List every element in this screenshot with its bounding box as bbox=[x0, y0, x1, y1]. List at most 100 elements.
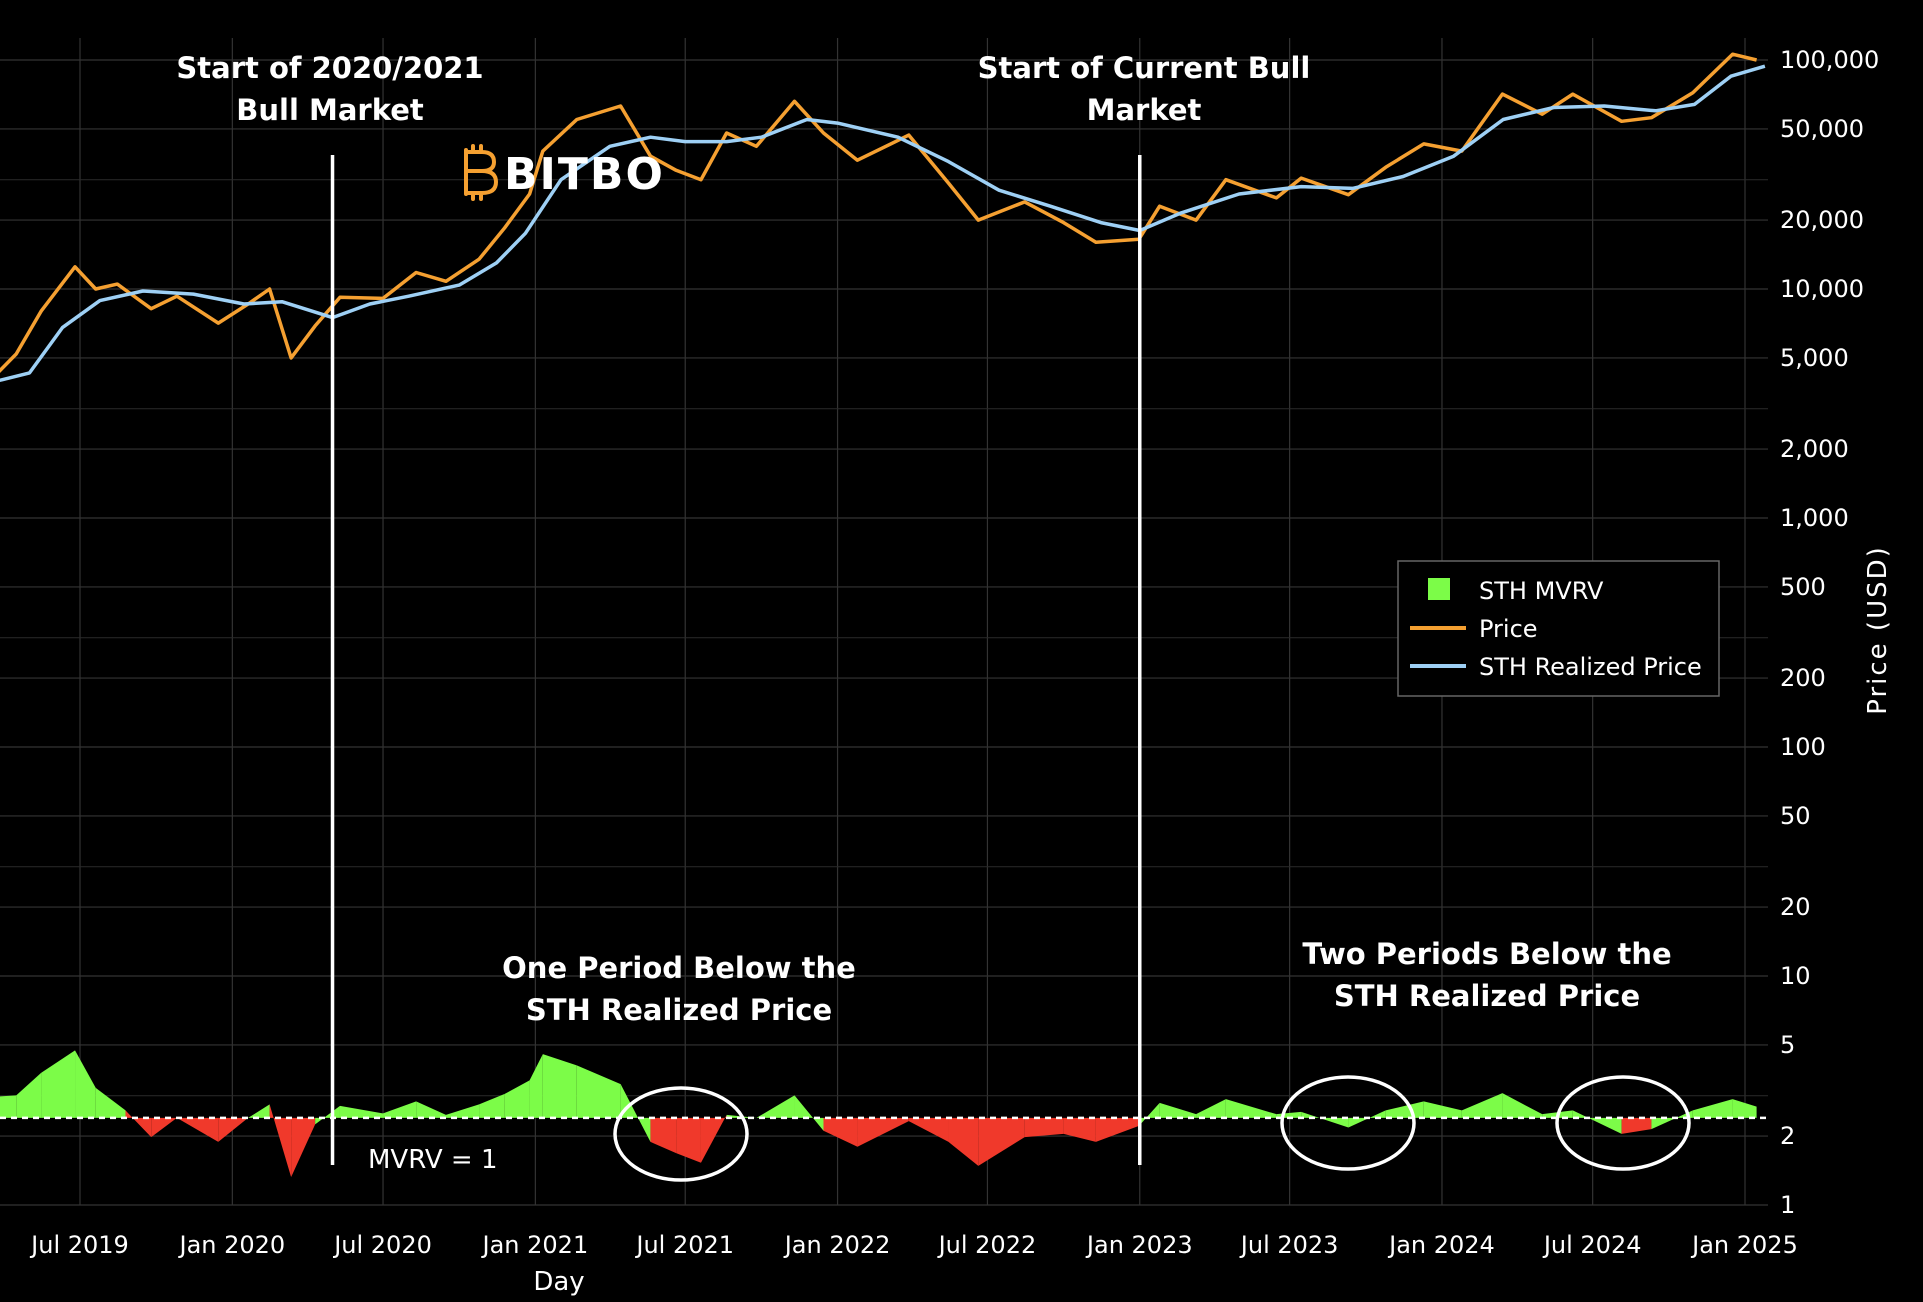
sth-mvrv-area bbox=[1159, 1102, 1197, 1118]
sth-mvrv-area bbox=[529, 1054, 543, 1118]
highlight-circle-2023 bbox=[1280, 1075, 1416, 1171]
sth-mvrv-area bbox=[1651, 1110, 1693, 1130]
sth-mvrv-area bbox=[1138, 1102, 1160, 1126]
sth-mvrv-area bbox=[1502, 1093, 1543, 1118]
sth-mvrv-area bbox=[176, 1117, 219, 1142]
x-tick-label: Jan 2021 bbox=[481, 1231, 589, 1259]
sth-mvrv-area bbox=[269, 1104, 292, 1178]
sth-mvrv-area bbox=[794, 1095, 824, 1131]
legend-swatch-sth-mvrv bbox=[1428, 578, 1450, 600]
sth-mvrv-area bbox=[1572, 1110, 1622, 1134]
sth-mvrv-area bbox=[479, 1093, 505, 1118]
bull-market-markers bbox=[330, 155, 1142, 1165]
legend-label-price: Price bbox=[1479, 615, 1538, 643]
x-tick-label: Jan 2025 bbox=[1690, 1231, 1798, 1259]
sth-mvrv-area bbox=[1095, 1117, 1139, 1142]
y-tick-label: 50 bbox=[1780, 802, 1811, 830]
sth-mvrv-area bbox=[948, 1117, 979, 1166]
y-tick-label: 500 bbox=[1780, 573, 1826, 601]
x-tick-label: Jul 2023 bbox=[1239, 1231, 1339, 1259]
sth-mvrv-area bbox=[125, 1110, 152, 1138]
sth-mvrv-area bbox=[756, 1095, 795, 1118]
sth-mvrv-area bbox=[315, 1105, 340, 1125]
annotation-one-period-line1: One Period Below the bbox=[502, 951, 856, 985]
annotation-bull-current-line2: Market bbox=[1087, 93, 1202, 127]
mvrv-equals-one-label: MVRV = 1 bbox=[368, 1145, 498, 1175]
y-tick-label: 10 bbox=[1780, 962, 1811, 990]
sth-mvrv-area bbox=[75, 1050, 96, 1118]
y-axis-title: Price (USD) bbox=[1863, 545, 1893, 715]
y-tick-label: 20,000 bbox=[1780, 206, 1864, 234]
y-tick-label: 20 bbox=[1780, 893, 1811, 921]
sth-mvrv-area bbox=[1461, 1093, 1503, 1118]
legend-label-sth-realized-price: STH Realized Price bbox=[1479, 653, 1702, 681]
sth-mvrv-area bbox=[16, 1072, 42, 1118]
sth-mvrv-area bbox=[504, 1080, 530, 1118]
legend-label-sth-mvrv: STH MVRV bbox=[1479, 577, 1604, 605]
sth-mvrv-area bbox=[1301, 1111, 1349, 1128]
y-tick-label: 1 bbox=[1780, 1191, 1795, 1219]
sth-mvrv-area bbox=[95, 1087, 126, 1118]
x-axis-title: Day bbox=[533, 1267, 584, 1297]
sth-mvrv-area bbox=[248, 1104, 270, 1118]
x-tick-label: Jan 2022 bbox=[783, 1231, 891, 1259]
sth-mvrv-area bbox=[908, 1117, 949, 1142]
x-tick-label: Jul 2022 bbox=[937, 1231, 1037, 1259]
highlight-circle-2024 bbox=[1555, 1075, 1691, 1171]
sth-mvrv-area bbox=[1196, 1099, 1226, 1118]
y-tick-label: 2,000 bbox=[1780, 435, 1849, 463]
highlight-circle-2021 bbox=[613, 1086, 749, 1182]
sth-mvrv-area bbox=[1732, 1099, 1757, 1118]
sth-mvrv-area bbox=[1348, 1110, 1386, 1128]
logo-text: BITBO bbox=[504, 149, 665, 200]
axes: Jul 2019 Jan 2020 Jul 2020 Jan 2021 Jul 2021… bbox=[29, 46, 1879, 1259]
sth-mvrv-area bbox=[857, 1117, 909, 1147]
x-tick-label: Jul 2024 bbox=[1542, 1231, 1642, 1259]
sth-mvrv-area bbox=[291, 1117, 316, 1178]
sth-mvrv-area bbox=[650, 1117, 677, 1154]
sth-mvrv-area bbox=[416, 1101, 446, 1118]
x-tick-label: Jul 2019 bbox=[29, 1231, 129, 1259]
sth-mvrv-area bbox=[620, 1084, 651, 1142]
sth-mvrv-area bbox=[383, 1101, 417, 1118]
sth-mvrv-area bbox=[151, 1117, 177, 1138]
annotation-two-periods-line2: STH Realized Price bbox=[1334, 979, 1640, 1013]
y-tick-label: 100 bbox=[1780, 733, 1826, 761]
sth-mvrv-area bbox=[1385, 1101, 1424, 1118]
x-tick-label: Jan 2023 bbox=[1085, 1231, 1193, 1259]
sth-mvrv-area bbox=[0, 1095, 17, 1118]
sth-mvrv-area bbox=[1225, 1099, 1277, 1118]
y-tick-label: 2 bbox=[1780, 1122, 1795, 1150]
annotation-bull-2020-line1: Start of 2020/2021 bbox=[176, 51, 483, 85]
y-tick-label: 100,000 bbox=[1780, 46, 1879, 74]
sth-mvrv-area bbox=[339, 1105, 384, 1118]
sth-mvrv-area bbox=[1063, 1117, 1096, 1142]
sth-mvrv-area bbox=[1621, 1117, 1652, 1134]
line-series bbox=[0, 52, 1766, 383]
sth-mvrv-area bbox=[823, 1117, 858, 1147]
y-tick-label: 10,000 bbox=[1780, 275, 1864, 303]
bitbo-logo: BITBO bbox=[464, 144, 665, 201]
sth-mvrv-area bbox=[676, 1117, 701, 1163]
sth-realized-price-line bbox=[0, 64, 1766, 383]
y-tick-label: 50,000 bbox=[1780, 115, 1864, 143]
sth-mvrv-area bbox=[1692, 1099, 1733, 1118]
y-tick-label: 5,000 bbox=[1780, 344, 1849, 372]
sth-mvrv-area bbox=[1423, 1101, 1462, 1118]
bitcoin-b-icon bbox=[464, 144, 498, 201]
x-tick-label: Jul 2021 bbox=[634, 1231, 734, 1259]
y-tick-label: 200 bbox=[1780, 664, 1826, 692]
sth-mvrv-area bbox=[218, 1117, 249, 1142]
sth-mvrv-area bbox=[445, 1104, 480, 1118]
x-tick-label: Jan 2024 bbox=[1387, 1231, 1495, 1259]
annotation-one-period-line2: STH Realized Price bbox=[526, 993, 832, 1027]
sth-mvrv-area bbox=[700, 1114, 727, 1163]
sth-mvrv-area bbox=[542, 1054, 577, 1118]
annotation-bull-current-line1: Start of Current Bull bbox=[978, 51, 1311, 85]
sth-mvrv-area bbox=[1024, 1117, 1064, 1138]
sth-mvrv-area bbox=[576, 1065, 621, 1118]
annotation-bull-2020-line2: Bull Market bbox=[236, 93, 424, 127]
x-tick-label: Jul 2020 bbox=[332, 1231, 432, 1259]
legend: STH MVRV Price STH Realized Price bbox=[1397, 560, 1720, 697]
